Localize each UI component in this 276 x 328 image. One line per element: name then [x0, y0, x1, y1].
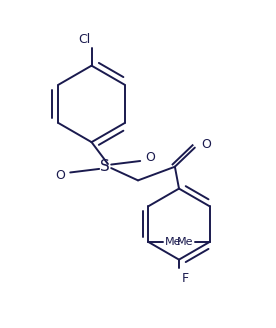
Text: S: S — [100, 159, 110, 174]
Text: O: O — [56, 169, 66, 182]
Text: Me: Me — [164, 237, 181, 247]
Text: F: F — [182, 272, 189, 285]
Text: O: O — [145, 151, 155, 164]
Text: O: O — [201, 138, 211, 152]
Text: Me: Me — [177, 237, 193, 247]
Text: Cl: Cl — [79, 33, 91, 46]
